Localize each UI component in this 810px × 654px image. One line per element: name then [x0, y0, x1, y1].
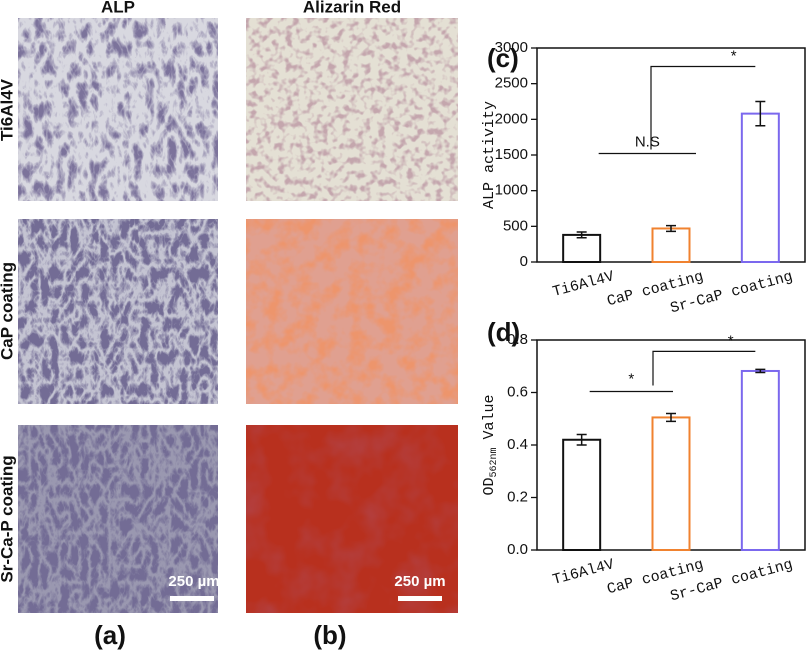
row-header: Sr-Ca-P coating — [0, 455, 16, 582]
panel-label: (c) — [487, 43, 519, 73]
bar — [562, 233, 602, 263]
annotation: * — [728, 332, 734, 349]
row-header: Ti6Al4V — [0, 78, 16, 141]
y-tick-label: 0.4 — [507, 436, 528, 453]
panel-label: (b) — [313, 620, 346, 650]
error-bar — [576, 231, 587, 239]
micrograph-texture — [18, 18, 218, 201]
bar — [740, 112, 780, 263]
y-tick-label: 1000 — [495, 182, 528, 199]
y-tick-label: 0.2 — [507, 488, 528, 505]
y-tick-label: 2500 — [495, 75, 528, 92]
annotation: * — [628, 370, 634, 387]
bracket — [650, 65, 756, 150]
y-tick-label: 3000 — [495, 39, 528, 56]
y-axis-label-part: OD — [481, 478, 498, 496]
micrograph-texture — [246, 219, 458, 404]
error-bar — [755, 100, 766, 127]
bar — [740, 369, 780, 551]
error-bar — [666, 412, 676, 423]
scale-bar-label: 250 µm — [168, 573, 219, 590]
y-axis-label: OD562nm Value — [481, 394, 500, 495]
micrograph-grid: ALP Alizarin Red Ti6Al4V CaP coating Sr-… — [0, 0, 458, 650]
y-axis-label-part: Value — [481, 394, 498, 439]
panel-label: (d) — [487, 317, 520, 347]
scale-bar — [170, 596, 214, 601]
column-header: Alizarin Red — [303, 0, 401, 16]
annotation: N.S — [635, 133, 660, 150]
micrograph-texture — [18, 219, 218, 404]
bar — [651, 227, 691, 263]
micrograph-texture — [246, 425, 458, 613]
y-tick-label: 1500 — [495, 146, 528, 163]
error-bar — [666, 224, 676, 233]
y-tick-label: 0.8 — [507, 331, 528, 348]
column-header: ALP — [101, 0, 135, 16]
panel-label: (a) — [94, 620, 126, 650]
y-tick-label: 0 — [520, 253, 528, 270]
bar — [651, 416, 691, 551]
error-bar — [755, 368, 766, 374]
y-tick-label: 0.0 — [507, 541, 528, 558]
y-tick-label: 500 — [503, 217, 528, 234]
y-axis-label: ALP activity — [481, 101, 498, 209]
error-bar — [576, 433, 587, 446]
micrograph-texture — [246, 18, 458, 201]
scale-bar-label: 250 µm — [394, 573, 445, 590]
y-tick-label: 0.6 — [507, 383, 528, 400]
row-header: CaP coating — [0, 262, 16, 360]
bracket — [652, 350, 756, 386]
micrograph-texture — [18, 425, 218, 613]
y-axis-label-sub: 562nm — [489, 447, 500, 477]
y-tick-label: 2000 — [495, 110, 528, 127]
bar — [562, 438, 602, 551]
scale-bar — [398, 596, 442, 601]
annotation: * — [731, 47, 737, 64]
